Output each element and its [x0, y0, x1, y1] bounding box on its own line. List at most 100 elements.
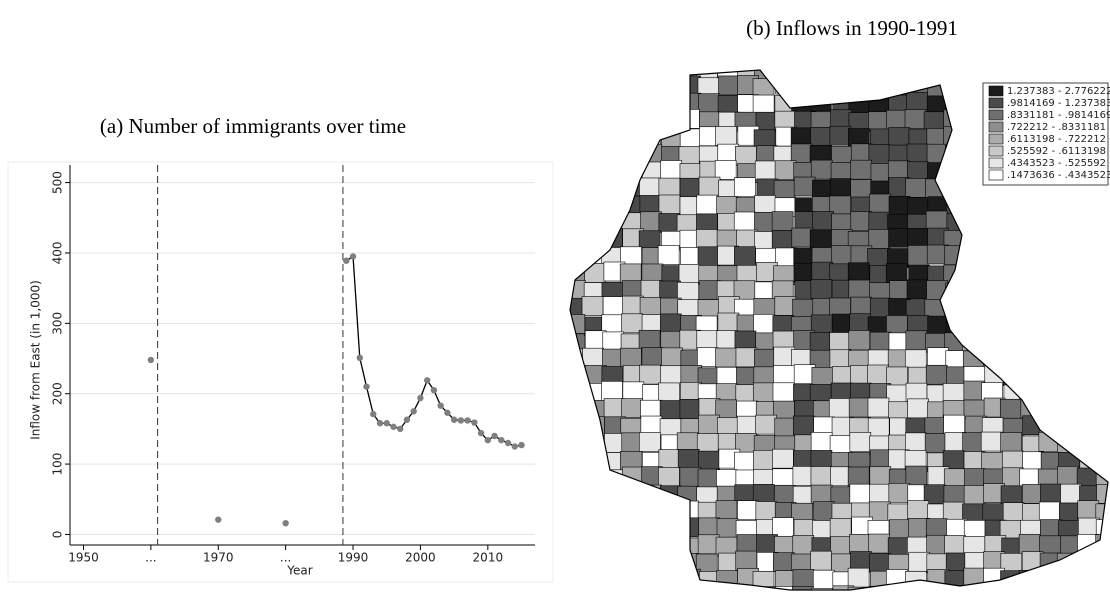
map-region	[753, 449, 775, 470]
map-region	[829, 435, 852, 455]
map-region	[658, 177, 681, 198]
plot-frame	[7, 161, 554, 583]
map-region	[812, 211, 834, 231]
map-region	[660, 70, 683, 78]
map-region	[773, 180, 796, 200]
map-region	[944, 535, 966, 555]
map-region	[1022, 348, 1045, 368]
map-region	[1096, 554, 1108, 575]
map-region	[600, 569, 623, 589]
map-region	[1019, 383, 1041, 403]
map-region	[869, 193, 891, 214]
map-region	[812, 70, 835, 81]
map-region	[677, 553, 699, 573]
map-region	[1000, 485, 1023, 506]
map-region	[906, 91, 928, 112]
map-region	[639, 364, 662, 385]
map-region	[869, 483, 891, 504]
map-region	[601, 551, 623, 572]
map-region	[907, 500, 930, 520]
map-region	[905, 465, 928, 486]
map-region	[962, 94, 985, 114]
map-region	[604, 534, 626, 555]
map-region	[792, 298, 814, 319]
point	[417, 394, 424, 402]
map-region	[623, 567, 645, 588]
map-region	[772, 70, 794, 79]
map-region	[679, 399, 702, 419]
map-region	[585, 180, 607, 201]
legend-swatch	[988, 157, 1004, 169]
map-region	[603, 70, 626, 81]
map-region	[600, 194, 623, 214]
map-region	[570, 500, 586, 520]
map-region	[888, 228, 910, 248]
map-region	[943, 468, 966, 489]
legend	[982, 82, 1109, 186]
map-region	[925, 587, 947, 590]
legend-swatch	[988, 85, 1004, 97]
map-region	[982, 503, 1005, 523]
map-region	[1097, 584, 1108, 590]
map-region	[620, 176, 643, 197]
map-region	[983, 194, 1006, 214]
map-region	[1039, 347, 1062, 368]
map-region	[623, 145, 645, 166]
map-region	[1077, 347, 1100, 368]
map-region	[584, 70, 607, 80]
map-region	[697, 586, 720, 590]
map-region	[983, 70, 1005, 80]
map-region	[944, 178, 967, 199]
map-region	[848, 94, 871, 114]
map-region	[963, 485, 986, 505]
map-region	[1001, 245, 1023, 266]
map-region	[695, 229, 718, 249]
map-region	[1019, 585, 1042, 590]
map-region	[848, 330, 871, 350]
map-region	[657, 245, 680, 265]
map-region	[640, 553, 662, 574]
map-region	[660, 502, 682, 523]
map-region	[601, 486, 623, 506]
map-region	[619, 263, 642, 284]
map-region	[658, 551, 681, 571]
map-region	[660, 365, 682, 386]
map-region	[813, 501, 835, 521]
map-region	[774, 160, 797, 181]
map-region	[697, 468, 720, 489]
map-region	[1097, 315, 1108, 336]
map-region	[983, 247, 1005, 267]
map-region	[677, 500, 700, 521]
map-region	[964, 468, 986, 488]
map-region	[697, 347, 719, 367]
map-region	[570, 484, 588, 504]
map-region	[582, 587, 604, 590]
map-region	[945, 144, 967, 165]
map-region	[773, 365, 795, 385]
map-region	[1001, 210, 1024, 231]
map-region	[962, 333, 984, 353]
map-region	[867, 248, 889, 268]
map-region	[791, 227, 814, 248]
map-region	[869, 297, 892, 318]
map-region	[1098, 452, 1108, 473]
map-region	[641, 533, 663, 554]
map-region	[886, 315, 908, 335]
map-region	[642, 500, 665, 521]
map-region	[1039, 367, 1061, 387]
map-region	[790, 143, 813, 164]
x-tick-label: 1990	[338, 551, 369, 565]
map-region	[927, 78, 949, 99]
map-region	[944, 570, 967, 590]
point	[423, 377, 431, 384]
map-region	[639, 432, 661, 452]
map-region	[601, 78, 623, 98]
map-region	[639, 177, 661, 198]
map-region	[1058, 265, 1081, 286]
map-region	[1022, 451, 1044, 472]
map-region	[943, 162, 966, 183]
map-region	[755, 414, 777, 435]
map-region	[1058, 298, 1081, 319]
map-region	[1038, 501, 1061, 522]
map-region	[698, 517, 721, 538]
